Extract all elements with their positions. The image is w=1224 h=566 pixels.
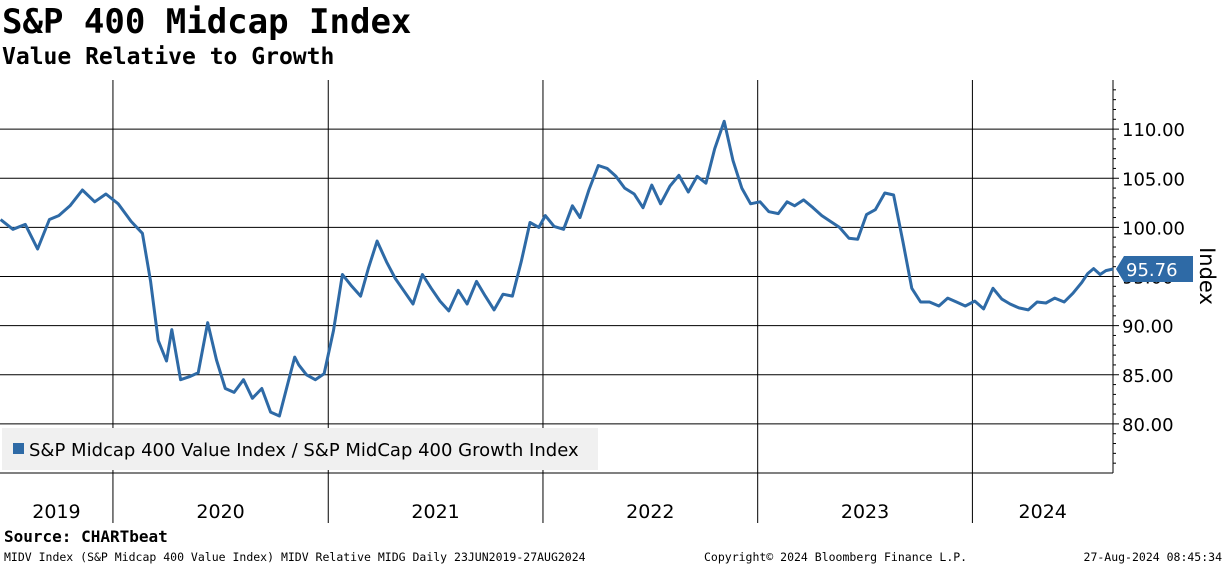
y-tick-label: 105.00	[1122, 169, 1185, 190]
x-year-label: 2020	[196, 501, 244, 523]
footer-copyright: Copyright© 2024 Bloomberg Finance L.P.	[704, 550, 968, 564]
source-note: Source: CHARTbeat	[4, 527, 168, 546]
x-year-label: 2023	[841, 501, 889, 523]
y-tick-label: 110.00	[1122, 120, 1185, 141]
legend-swatch	[13, 443, 24, 454]
footer-description: MIDV Index (S&P Midcap 400 Value Index) …	[4, 550, 586, 564]
legend-label: S&P Midcap 400 Value Index / S&P MidCap …	[29, 440, 579, 461]
y-axis-title: Index	[1195, 247, 1219, 305]
x-year-label: 2022	[626, 501, 674, 523]
chart-title: S&P 400 Midcap Index	[2, 2, 412, 42]
x-year-label: 2024	[1019, 501, 1067, 523]
chart-area: 2019 2020 2021 2022 2023 2024 80.00 85.00 90.00…	[0, 80, 1219, 523]
chart-subtitle: Value Relative to Growth	[2, 44, 335, 70]
series-line	[0, 119, 1114, 418]
y-tick-label: 100.00	[1122, 218, 1185, 239]
horizontal-gridlines	[0, 128, 1113, 425]
last-value-label: 95.76	[1126, 260, 1178, 281]
y-tick-label: 85.00	[1122, 366, 1174, 387]
legend: S&P Midcap 400 Value Index / S&P MidCap …	[2, 428, 598, 470]
footer-timestamp: 27-Aug-2024 08:45:34	[1083, 550, 1222, 564]
y-tick-label: 90.00	[1122, 317, 1174, 338]
last-value-marker: 95.76	[1116, 256, 1193, 283]
y-tick-label: 80.00	[1122, 415, 1174, 436]
last-value-box	[1116, 256, 1193, 283]
x-year-label: 2021	[411, 501, 459, 523]
x-axis-year-labels: 2019 2020 2021 2022 2023 2024	[32, 501, 1067, 523]
x-year-label: 2019	[32, 501, 80, 523]
legend-background	[2, 428, 598, 470]
